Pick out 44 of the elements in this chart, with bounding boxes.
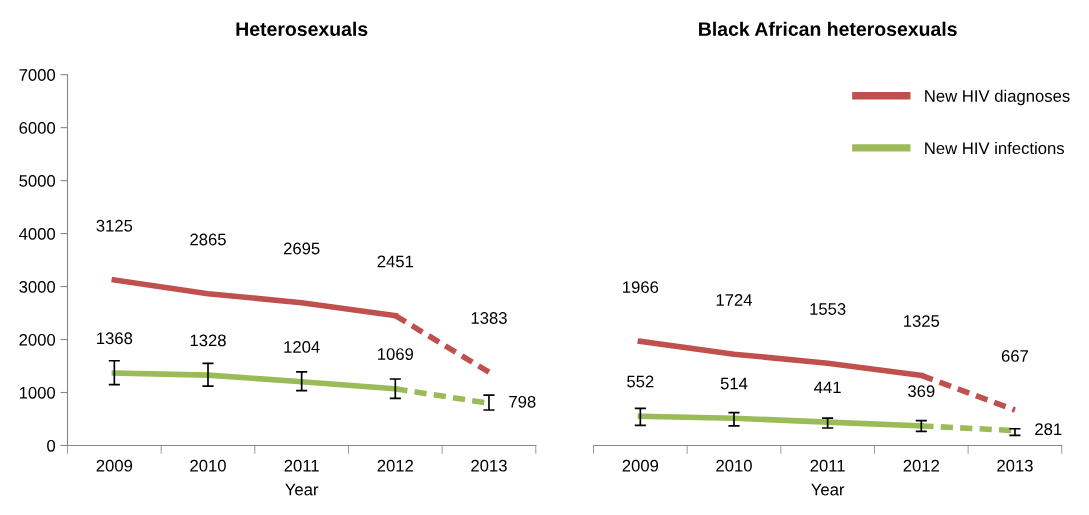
x-tick-label: 2013 — [471, 459, 507, 472]
data-label: 281 — [1035, 423, 1062, 436]
y-tick-label: 1000 — [19, 386, 56, 399]
x-axis-title: Year — [285, 483, 319, 496]
data-label: 667 — [1001, 350, 1029, 362]
y-tick-label: 3000 — [19, 280, 56, 293]
x-tick-label: 2009 — [96, 459, 133, 472]
data-label: 514 — [720, 377, 748, 390]
data-label: 1204 — [284, 341, 320, 353]
y-tick-label: 2000 — [19, 333, 56, 346]
chart-title: Black African heterosexuals — [699, 21, 957, 36]
data-label: 1383 — [471, 312, 507, 324]
data-label: 2865 — [190, 233, 226, 246]
data-label: 2451 — [377, 255, 414, 268]
x-tick-label: 2012 — [377, 459, 414, 472]
data-label: 1328 — [190, 334, 226, 347]
x-tick-label: 2009 — [622, 459, 659, 472]
data-label: 1368 — [97, 332, 133, 345]
x-tick-label: 2011 — [810, 459, 845, 472]
y-tick-label: 0 — [47, 439, 56, 452]
data-label: 552 — [627, 375, 654, 388]
y-tick-label: 4000 — [19, 227, 56, 240]
x-axis-title: Year — [811, 483, 845, 496]
legend-label: New HIV infections — [925, 141, 1065, 155]
x-tick-label: 2010 — [190, 459, 226, 472]
x-tick-label: 2010 — [716, 459, 752, 472]
data-label: 441 — [814, 381, 841, 394]
data-label: 1724 — [716, 294, 753, 306]
y-tick-label: 7000 — [19, 69, 56, 81]
y-tick-label: 6000 — [19, 122, 56, 134]
data-label: 369 — [908, 385, 935, 398]
y-tick-label: 5000 — [19, 175, 56, 187]
x-tick-label: 2011 — [284, 459, 319, 472]
data-label: 1069 — [378, 348, 414, 360]
data-label: 1325 — [904, 315, 940, 327]
x-tick-label: 2013 — [997, 459, 1033, 472]
data-label: 1553 — [810, 303, 846, 315]
data-label: 3125 — [96, 219, 133, 232]
data-label: 2695 — [283, 242, 320, 255]
data-label: 1966 — [623, 281, 659, 294]
data-label: 798 — [509, 395, 536, 408]
legend-label: New HIV diagnoses — [925, 89, 1070, 106]
x-tick-label: 2012 — [903, 459, 939, 472]
chart-title: Heterosexuals — [236, 21, 368, 36]
